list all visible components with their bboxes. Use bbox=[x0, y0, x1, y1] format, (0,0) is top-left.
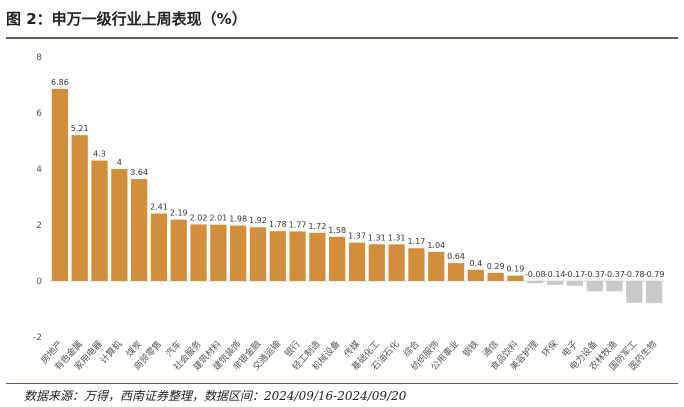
data-label: -0.37 bbox=[604, 270, 625, 279]
bar bbox=[467, 269, 484, 281]
data-label: 2.19 bbox=[170, 209, 188, 218]
data-label: 0.29 bbox=[487, 262, 505, 271]
data-label: -0.37 bbox=[584, 270, 605, 279]
bar bbox=[150, 213, 168, 281]
bar bbox=[210, 224, 227, 281]
bar bbox=[645, 281, 663, 304]
footer-divider bbox=[6, 383, 678, 384]
bar bbox=[388, 244, 405, 281]
bar bbox=[71, 135, 88, 281]
bar bbox=[408, 248, 425, 281]
bar bbox=[606, 281, 623, 292]
bar bbox=[507, 275, 524, 281]
data-label: 1.58 bbox=[328, 226, 346, 235]
bar bbox=[309, 232, 326, 281]
data-label: 1.31 bbox=[388, 233, 406, 242]
data-label: -0.14 bbox=[545, 270, 566, 279]
x-tick-label: 环保 bbox=[539, 338, 560, 359]
bar bbox=[289, 231, 306, 281]
bar bbox=[447, 263, 465, 281]
data-label: 4 bbox=[117, 158, 122, 167]
data-label: 0.64 bbox=[447, 252, 465, 261]
y-tick-label: -2 bbox=[33, 333, 42, 343]
data-label: 1.98 bbox=[229, 215, 247, 224]
data-label: 2.01 bbox=[209, 214, 227, 223]
data-label: 2.02 bbox=[190, 213, 208, 222]
bar bbox=[249, 227, 267, 281]
bar-chart: -2 0 2 4 6 8 6.86 5.21 4.3 4 3.64 2.412.192.02 2.01… bbox=[33, 53, 664, 373]
bar bbox=[626, 281, 643, 303]
bar bbox=[586, 281, 603, 292]
bar bbox=[368, 244, 385, 281]
data-label: 0.19 bbox=[507, 265, 525, 274]
data-label: 1.37 bbox=[348, 232, 366, 241]
x-tick-label: 钢铁 bbox=[460, 338, 481, 359]
data-label: 1.17 bbox=[408, 237, 426, 246]
y-tick-label: 4 bbox=[36, 165, 42, 175]
y-tick-label: 0 bbox=[36, 277, 42, 287]
bar bbox=[91, 160, 108, 281]
bar bbox=[170, 219, 187, 281]
bar bbox=[269, 231, 286, 281]
bar bbox=[527, 281, 544, 284]
data-label: 1.77 bbox=[289, 220, 307, 229]
y-axis: -2 0 2 4 6 8 bbox=[33, 53, 42, 343]
bar bbox=[329, 236, 346, 281]
y-tick-label: 6 bbox=[36, 109, 42, 119]
data-label: 1.72 bbox=[308, 222, 326, 231]
y-tick-label: 8 bbox=[36, 53, 42, 63]
data-label: -0.78 bbox=[624, 270, 645, 279]
x-tick-label: 计算机 bbox=[98, 338, 125, 366]
data-label: 1.92 bbox=[249, 216, 267, 225]
bar bbox=[348, 242, 366, 281]
data-label: 4.3 bbox=[93, 150, 106, 159]
data-label: 6.86 bbox=[51, 78, 69, 87]
data-label: -0.08 bbox=[525, 270, 546, 279]
data-label: 2.41 bbox=[150, 203, 168, 212]
bar bbox=[230, 225, 247, 281]
bar bbox=[428, 251, 445, 281]
bar bbox=[111, 169, 128, 281]
title-divider bbox=[6, 37, 678, 39]
data-label: 1.31 bbox=[368, 233, 386, 242]
value-labels: 6.86 5.21 4.3 4 3.64 2.412.192.02 2.01 1.98 1.92… bbox=[51, 78, 664, 279]
data-label: 0.4 bbox=[469, 259, 482, 268]
bar bbox=[566, 281, 583, 286]
data-label: 3.64 bbox=[130, 168, 148, 177]
source-note: 数据来源：万得，西南证券整理，数据区间：2024/09/16-2024/09/2… bbox=[24, 389, 407, 403]
data-label: 1.78 bbox=[269, 220, 287, 229]
bar bbox=[131, 179, 148, 281]
bar bbox=[546, 281, 564, 285]
data-label: -0.17 bbox=[565, 270, 586, 279]
bar bbox=[487, 272, 504, 281]
y-tick-label: 2 bbox=[36, 221, 42, 231]
data-label: -0.79 bbox=[644, 270, 665, 279]
bar bbox=[190, 224, 207, 281]
bar bbox=[51, 88, 69, 281]
figure-title: 图 2：申万一级行业上周表现（%） bbox=[6, 10, 247, 28]
bars bbox=[51, 88, 663, 304]
data-label: 1.04 bbox=[427, 241, 445, 250]
data-label: 5.21 bbox=[71, 124, 89, 133]
